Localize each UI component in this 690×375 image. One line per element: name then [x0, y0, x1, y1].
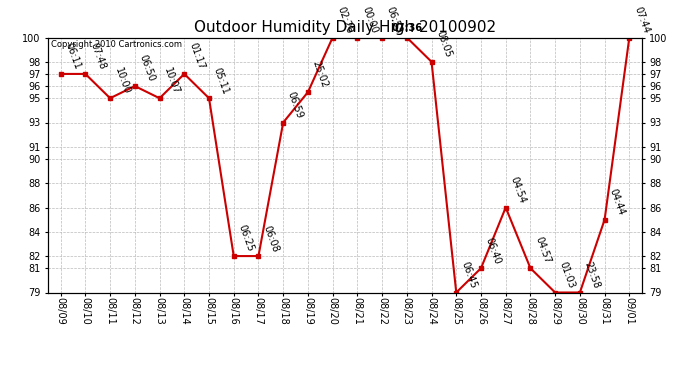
Text: 04:57: 04:57: [533, 236, 552, 266]
Text: 02:26: 02:26: [335, 5, 355, 35]
Text: 07:48: 07:48: [88, 42, 107, 71]
Text: 06:45: 06:45: [459, 260, 478, 290]
Text: 07:36: 07:36: [391, 23, 422, 33]
Text: 00:00: 00:00: [360, 5, 379, 35]
Text: 01:17: 01:17: [187, 42, 206, 71]
Title: Outdoor Humidity Daily High 20100902: Outdoor Humidity Daily High 20100902: [194, 20, 496, 35]
Text: 06:25: 06:25: [237, 224, 255, 253]
Text: 06:59: 06:59: [286, 90, 305, 120]
Text: 06:40: 06:40: [484, 236, 502, 266]
Text: 06:11: 06:11: [63, 42, 82, 71]
Text: 25:02: 25:02: [310, 60, 330, 89]
Text: 06:53: 06:53: [385, 5, 404, 35]
Text: 04:54: 04:54: [509, 175, 527, 205]
Text: 06:50: 06:50: [137, 54, 157, 83]
Text: Copyright 2010 Cartronics.com: Copyright 2010 Cartronics.com: [51, 40, 182, 49]
Text: 05:11: 05:11: [212, 66, 230, 95]
Text: 07:44: 07:44: [632, 5, 651, 35]
Text: 10:00: 10:00: [113, 66, 132, 95]
Text: 04:44: 04:44: [607, 188, 627, 217]
Text: 23:58: 23:58: [582, 260, 602, 290]
Text: 06:08: 06:08: [262, 224, 280, 253]
Text: 10:07: 10:07: [162, 66, 181, 95]
Text: 08:05: 08:05: [434, 29, 453, 59]
Text: 01:03: 01:03: [558, 260, 577, 290]
